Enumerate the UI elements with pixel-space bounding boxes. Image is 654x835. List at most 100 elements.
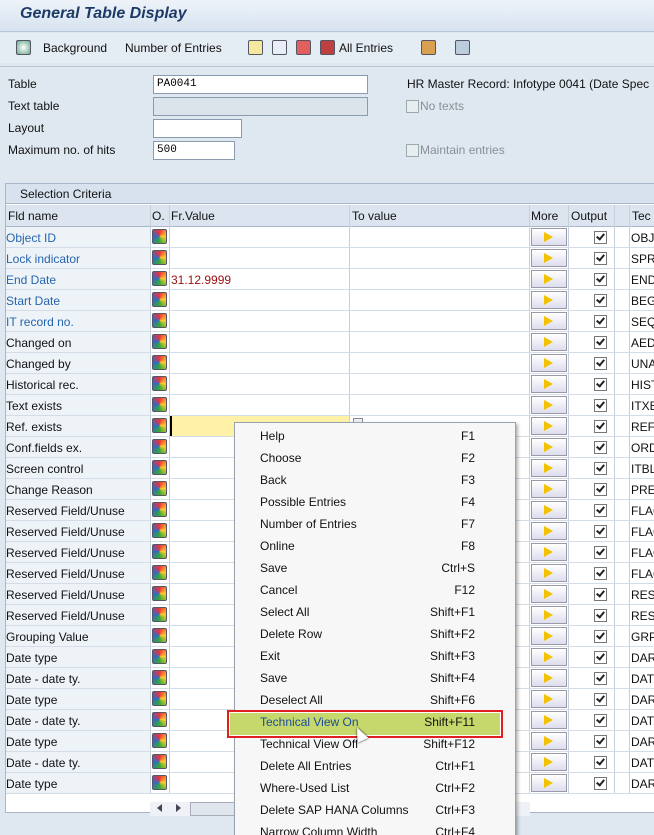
icon[interactable] xyxy=(421,40,436,55)
icon[interactable] xyxy=(152,733,167,748)
input-field[interactable] xyxy=(153,119,242,138)
menu-item-label[interactable]: Technical View On xyxy=(260,715,359,729)
icon[interactable] xyxy=(16,40,31,55)
output-checkbox[interactable] xyxy=(594,735,607,748)
icon[interactable] xyxy=(272,40,287,55)
output-checkbox[interactable] xyxy=(594,525,607,538)
menu-item-label[interactable]: Number of Entries xyxy=(260,517,357,531)
menu-item-label[interactable]: Select All xyxy=(260,605,310,619)
icon[interactable] xyxy=(320,40,335,55)
column-header[interactable]: To value xyxy=(352,209,397,223)
output-checkbox[interactable] xyxy=(594,273,607,286)
to-value[interactable] xyxy=(350,374,529,394)
icon[interactable] xyxy=(455,40,470,55)
from-value[interactable] xyxy=(170,353,349,373)
to-value[interactable] xyxy=(350,395,529,415)
column-header[interactable]: Output xyxy=(571,209,608,223)
menu-item-shortcut[interactable]: Ctrl+F4 xyxy=(435,825,475,835)
from-value[interactable] xyxy=(170,374,349,394)
output-checkbox[interactable] xyxy=(594,504,607,517)
output-checkbox[interactable] xyxy=(594,462,607,475)
output-checkbox[interactable] xyxy=(594,357,607,370)
menu-item-shortcut[interactable]: F7 xyxy=(460,517,475,531)
icon[interactable] xyxy=(152,313,167,328)
toolbar-button[interactable]: Number of Entries xyxy=(125,41,222,55)
icon[interactable] xyxy=(152,523,167,538)
scroll-left[interactable] xyxy=(157,804,162,812)
menu-item-shortcut[interactable]: F8 xyxy=(460,539,475,553)
input-field[interactable] xyxy=(153,97,368,116)
to-value[interactable] xyxy=(350,290,529,310)
toolbar-button[interactable]: Background xyxy=(43,41,108,55)
icon[interactable] xyxy=(152,376,167,391)
icon[interactable] xyxy=(152,355,167,370)
menu-item-label[interactable]: Choose xyxy=(260,451,302,465)
icon[interactable] xyxy=(152,649,167,664)
output-checkbox[interactable] xyxy=(594,651,607,664)
from-value[interactable] xyxy=(170,395,349,415)
menu-item-shortcut[interactable]: Shift+F4 xyxy=(429,671,475,685)
icon[interactable] xyxy=(152,775,167,790)
from-value[interactable] xyxy=(170,290,349,310)
column-header[interactable]: Tec xyxy=(632,209,651,223)
menu-item-shortcut[interactable]: Shift+F2 xyxy=(429,627,475,641)
to-value[interactable] xyxy=(350,332,529,352)
icon[interactable] xyxy=(152,670,167,685)
from-value[interactable] xyxy=(170,248,349,268)
menu-item-shortcut[interactable]: Ctrl+F2 xyxy=(435,781,475,795)
icon[interactable] xyxy=(152,481,167,496)
menu-item-shortcut[interactable]: Shift+F11 xyxy=(424,715,475,729)
from-value[interactable] xyxy=(170,311,349,331)
menu-item-label[interactable]: Exit xyxy=(260,649,281,663)
output-checkbox[interactable] xyxy=(594,672,607,685)
icon[interactable] xyxy=(152,586,167,601)
icon[interactable] xyxy=(248,40,263,55)
input-field[interactable]: 500 xyxy=(153,141,235,160)
output-checkbox[interactable] xyxy=(594,546,607,559)
menu-item-shortcut[interactable]: Ctrl+S xyxy=(441,561,475,575)
menu-item-label[interactable]: Narrow Column Width xyxy=(260,825,378,835)
icon[interactable] xyxy=(152,292,167,307)
to-value[interactable] xyxy=(350,227,529,247)
output-checkbox[interactable] xyxy=(594,588,607,601)
menu-item-shortcut[interactable]: Ctrl+F1 xyxy=(435,759,475,773)
menu-item-highlight[interactable] xyxy=(230,713,500,735)
menu-item-shortcut[interactable]: Ctrl+F3 xyxy=(435,803,475,817)
menu-item-shortcut[interactable]: Shift+F6 xyxy=(429,693,475,707)
menu-item-label[interactable]: Delete All Entries xyxy=(260,759,352,773)
output-checkbox[interactable] xyxy=(594,399,607,412)
icon[interactable] xyxy=(152,712,167,727)
output-checkbox[interactable] xyxy=(594,567,607,580)
icon[interactable] xyxy=(152,502,167,517)
from-value[interactable] xyxy=(170,227,349,247)
icon[interactable] xyxy=(152,607,167,622)
menu-item-label[interactable]: Deselect All xyxy=(260,693,323,707)
output-checkbox[interactable] xyxy=(594,315,607,328)
from-value[interactable] xyxy=(170,332,349,352)
to-value[interactable] xyxy=(350,269,529,289)
output-checkbox[interactable] xyxy=(594,756,607,769)
output-checkbox[interactable] xyxy=(594,609,607,622)
menu-item-label[interactable]: Where-Used List xyxy=(260,781,350,795)
menu-item-shortcut[interactable]: F2 xyxy=(460,451,475,465)
icon[interactable] xyxy=(296,40,311,55)
column-header[interactable]: Fld name xyxy=(8,209,59,223)
icon[interactable] xyxy=(152,418,167,433)
to-value[interactable] xyxy=(350,248,529,268)
menu-item-label[interactable]: Back xyxy=(260,473,287,487)
menu-item-shortcut[interactable]: F1 xyxy=(460,429,475,443)
column-header[interactable]: More xyxy=(531,209,559,223)
output-checkbox[interactable] xyxy=(594,420,607,433)
output-checkbox[interactable] xyxy=(594,294,607,307)
menu-item-label[interactable]: Save xyxy=(260,671,288,685)
menu-item-label[interactable]: Delete Row xyxy=(260,627,323,641)
column-header[interactable]: O. xyxy=(152,209,165,223)
output-checkbox[interactable] xyxy=(594,378,607,391)
icon[interactable] xyxy=(152,460,167,475)
menu-item-shortcut[interactable]: F3 xyxy=(460,473,475,487)
output-checkbox[interactable] xyxy=(594,252,607,265)
icon[interactable] xyxy=(152,250,167,265)
toolbar-button[interactable]: All Entries xyxy=(339,41,394,55)
menu-item-shortcut[interactable]: F12 xyxy=(454,583,475,597)
menu-item-label[interactable]: Help xyxy=(260,429,285,443)
